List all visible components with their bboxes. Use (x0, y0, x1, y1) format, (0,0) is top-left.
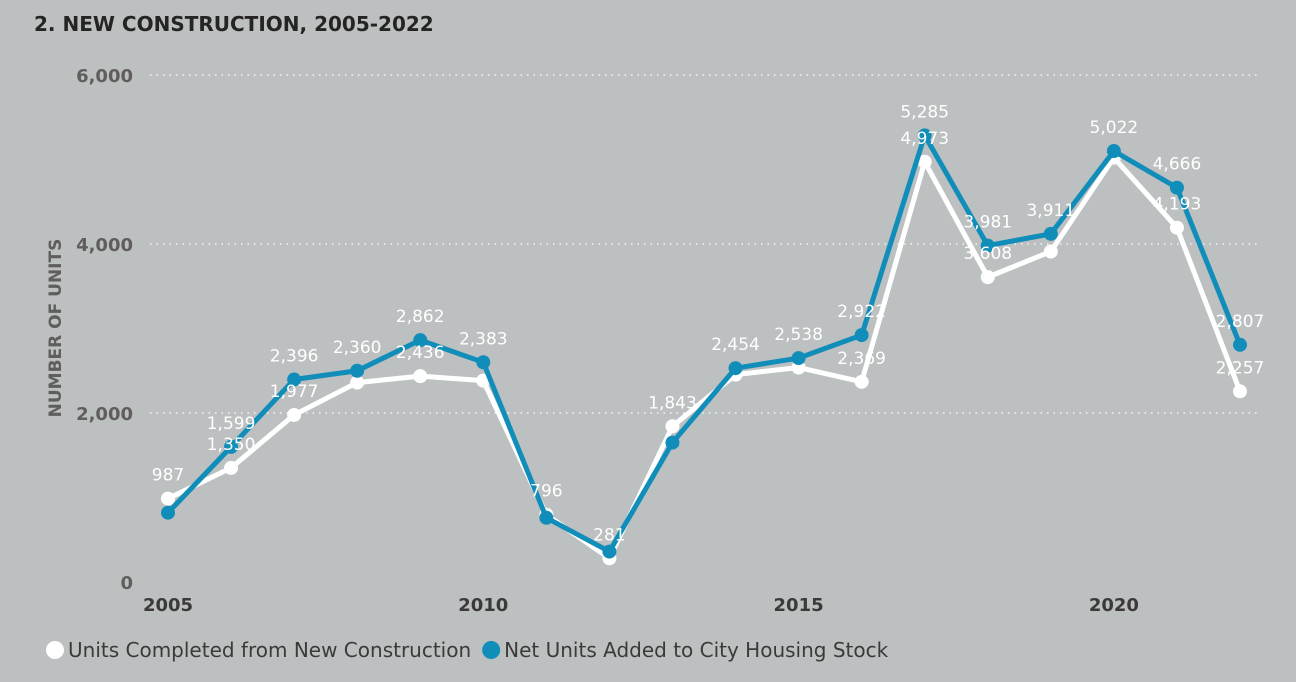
legend-item-2[interactable]: Net Units Added to City Housing Stock (482, 638, 889, 662)
data-label: 4,193 (1153, 195, 1202, 215)
data-point[interactable] (665, 419, 680, 434)
data-label: 4,973 (900, 129, 949, 149)
data-label: 2,383 (459, 329, 508, 349)
data-point[interactable] (287, 372, 302, 387)
data-point[interactable] (287, 407, 302, 422)
data-point[interactable] (917, 154, 932, 169)
legend-marker (46, 641, 64, 659)
gridlines (150, 74, 1258, 414)
data-label: 2,922 (837, 302, 886, 322)
data-label: 2,257 (1216, 358, 1265, 378)
legend: Units Completed from New Construction Net… (46, 638, 889, 662)
data-point[interactable] (350, 363, 365, 378)
data-label: 987 (152, 466, 184, 486)
data-label: 5,285 (900, 102, 949, 122)
data-point[interactable] (917, 128, 932, 143)
data-point[interactable] (854, 328, 869, 343)
data-point[interactable] (1043, 244, 1058, 259)
data-label: 2,538 (774, 325, 823, 345)
data-label: 2,807 (1216, 312, 1265, 332)
data-point[interactable] (728, 361, 743, 376)
x-tick-label: 2020 (1089, 595, 1139, 616)
data-point[interactable] (350, 375, 365, 390)
data-label: 5,022 (1090, 118, 1139, 138)
y-tick-label: 2,000 (76, 404, 133, 425)
data-label: 796 (530, 482, 562, 502)
data-label: 2,862 (396, 307, 445, 327)
x-tick-label: 2010 (458, 595, 508, 616)
data-label: 281 (593, 525, 625, 545)
data-label: 3,911 (1026, 201, 1075, 221)
y-tick-label: 0 (120, 573, 133, 594)
legend-label: Net Units Added to City Housing Stock (504, 638, 888, 662)
data-point[interactable] (665, 435, 680, 450)
data-point[interactable] (980, 270, 995, 285)
data-point[interactable] (791, 351, 806, 366)
data-label: 1,977 (270, 382, 319, 402)
y-axis-ticks: 0 2,000 4,000 6,000 (76, 66, 133, 594)
data-label: 2,454 (711, 335, 760, 355)
data-point[interactable] (980, 238, 995, 253)
data-point[interactable] (854, 374, 869, 389)
y-axis-label: NUMBER OF UNITS (46, 239, 66, 418)
y-tick-label: 6,000 (76, 66, 133, 87)
data-label: 1,843 (648, 393, 697, 413)
data-label: 1,350 (207, 435, 256, 455)
series-1 (161, 150, 1247, 566)
x-tick-label: 2015 (774, 595, 824, 616)
data-label: 3,608 (963, 244, 1012, 264)
data-label: 2,396 (270, 347, 319, 367)
x-tick-label: 2005 (143, 595, 193, 616)
series-line (165, 132, 1243, 555)
data-label: 3,981 (963, 213, 1012, 233)
chart-title: 2. NEW CONSTRUCTION, 2005-2022 (34, 12, 434, 36)
data-labels: 987 1,350 1,977 2,436 796 281 1,843 2,369 4,973 3… (152, 102, 1265, 545)
legend-marker (482, 641, 501, 659)
data-point[interactable] (413, 333, 428, 348)
data-label: 1,599 (207, 414, 256, 434)
x-axis-ticks: 2005 2010 2015 2020 (143, 595, 1139, 616)
series-line (165, 155, 1243, 561)
data-point[interactable] (161, 505, 175, 520)
data-label: 2,369 (837, 349, 886, 369)
data-point[interactable] (1106, 144, 1121, 159)
data-label: 2,360 (333, 338, 382, 358)
data-point[interactable] (224, 460, 239, 475)
data-point[interactable] (224, 439, 239, 454)
data-label: 2,436 (396, 343, 445, 363)
data-point[interactable] (1169, 180, 1184, 195)
data-label: 4,666 (1153, 155, 1202, 175)
data-point[interactable] (539, 510, 554, 525)
data-point[interactable] (161, 491, 175, 506)
data-point[interactable] (602, 544, 617, 559)
data-point[interactable] (1233, 337, 1247, 352)
series-2 (161, 128, 1247, 559)
legend-item-1[interactable]: Units Completed from New Construction (46, 638, 471, 662)
data-point[interactable] (476, 355, 491, 370)
data-point[interactable] (1169, 220, 1184, 235)
data-point[interactable] (1043, 226, 1058, 241)
data-point[interactable] (413, 369, 428, 384)
legend-label: Units Completed from New Construction (68, 638, 471, 662)
data-point[interactable] (1233, 384, 1247, 399)
series (161, 128, 1247, 566)
y-tick-label: 4,000 (76, 235, 133, 256)
